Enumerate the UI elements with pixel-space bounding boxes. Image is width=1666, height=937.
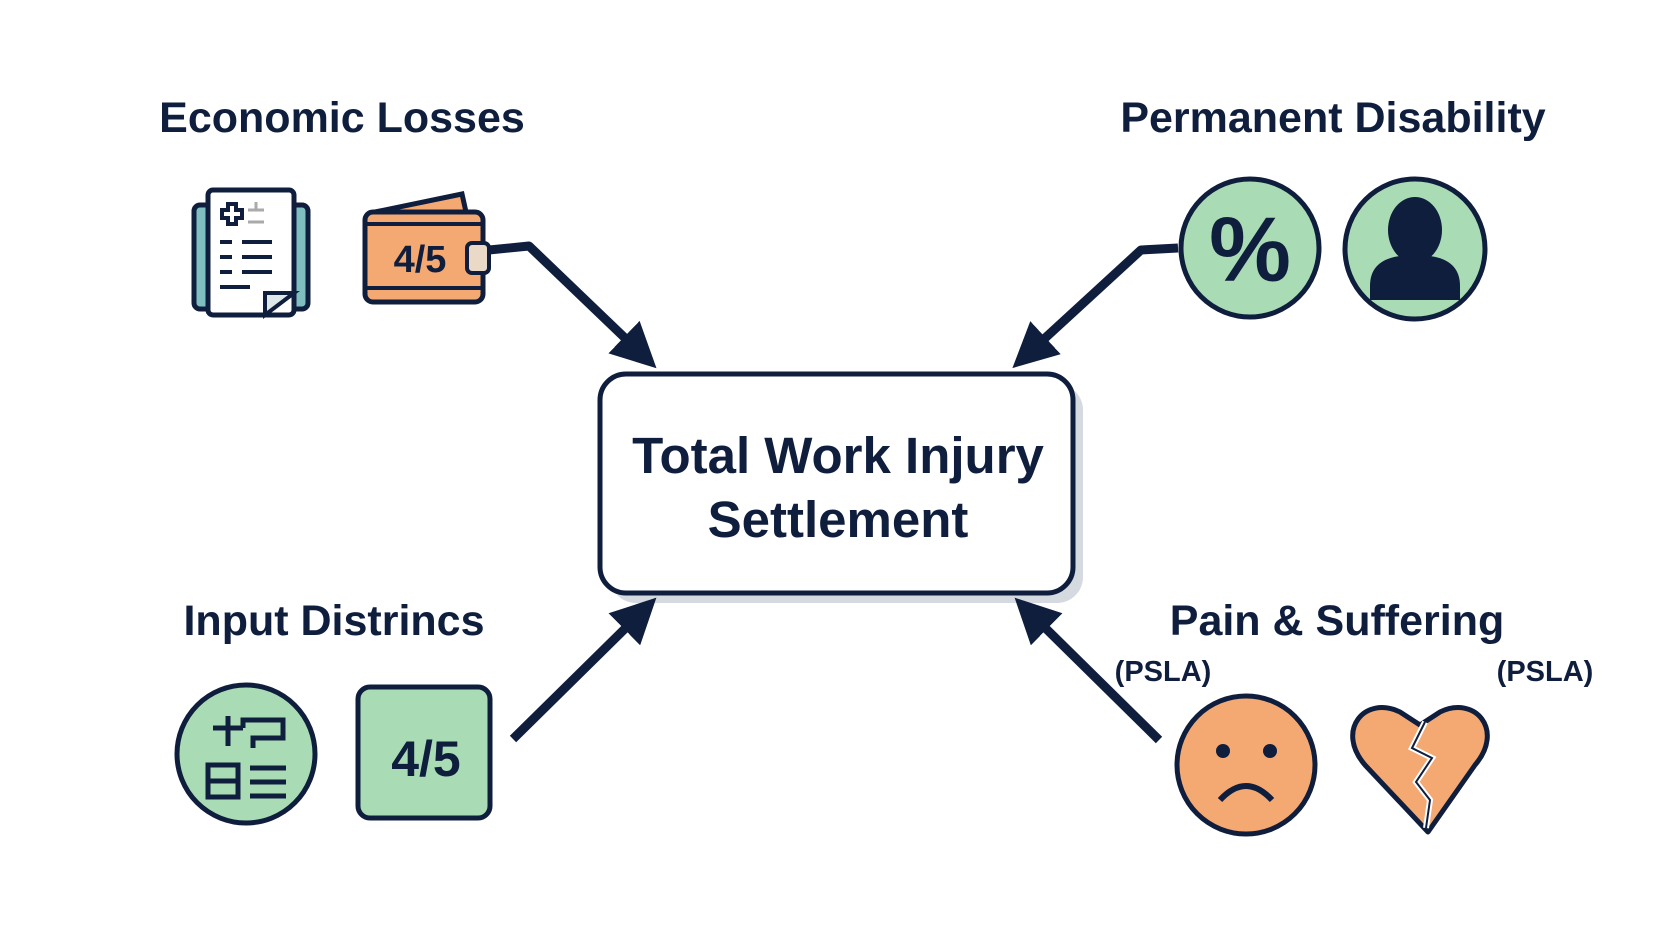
permanent-disability-title: Permanent Disability	[1120, 94, 1545, 142]
arrow-input	[509, 597, 657, 743]
psla-note-left: (PSLA)	[1115, 656, 1212, 688]
calculator-form-icon	[174, 682, 318, 826]
center-line-2: Settlement	[708, 491, 969, 548]
sad-face-icon	[1174, 693, 1318, 837]
center-line-1: Total Work Injury	[632, 427, 1044, 484]
medical-document-icon	[191, 187, 311, 320]
wallet-icon: 4/5	[362, 191, 491, 305]
input-distrincs-title: Input Distrincs	[183, 597, 484, 645]
person-icon	[1342, 176, 1488, 322]
percent-text: %	[1209, 199, 1291, 301]
total-settlement-box: Total Work Injury Settlement	[597, 371, 1083, 603]
rating-box-text: 4/5	[391, 731, 461, 787]
wallet-text: 4/5	[394, 239, 447, 281]
arrow-pain	[1014, 597, 1163, 744]
percent-icon: %	[1178, 176, 1322, 320]
psla-note-right: (PSLA)	[1497, 656, 1594, 688]
pain-suffering-title: Pain & Suffering	[1170, 597, 1504, 645]
economic-losses-title: Economic Losses	[159, 94, 525, 142]
rating-box-icon: 4/5	[355, 684, 493, 821]
arrow-disability	[1012, 243, 1179, 369]
broken-heart-icon	[1350, 705, 1490, 835]
arrow-economic	[488, 241, 657, 369]
